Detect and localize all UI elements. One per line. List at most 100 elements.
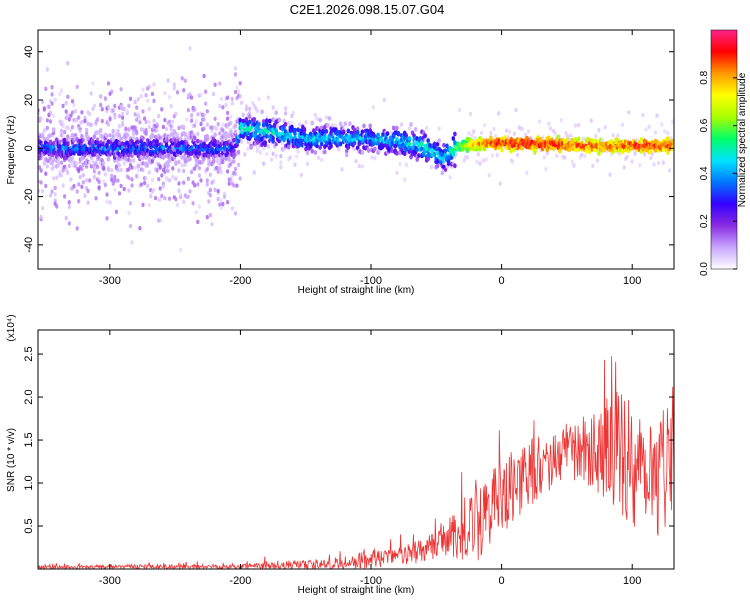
spectrogram-cell (55, 175, 59, 180)
spectrogram-cell (120, 141, 125, 147)
spectrogram-cell (62, 141, 67, 147)
spectrogram-cell (202, 73, 206, 79)
spectrogram-cell (80, 184, 84, 189)
spectrogram-cell (204, 101, 208, 106)
spectrogram-cell (221, 105, 225, 110)
spectrogram-cell (153, 195, 158, 201)
spectrogram-cell (661, 160, 665, 165)
spectrogram-cell (53, 97, 57, 102)
spectrogram-cell (86, 188, 90, 194)
spectrogram-cell (127, 210, 131, 216)
spectrogram-cell (45, 164, 50, 169)
spectrogram-cell (119, 87, 123, 92)
spectrogram-cell (78, 174, 82, 180)
spectrogram-cell (130, 240, 134, 245)
spectrogram-cell (265, 151, 269, 157)
spectrogram-cell (252, 117, 257, 122)
spectrogram-cell (128, 201, 133, 206)
spectrogram-cell (103, 96, 107, 101)
spectrogram-cell (641, 112, 645, 118)
spectrogram-cell (152, 98, 156, 104)
spectrogram-cell (64, 215, 68, 221)
spectrogram-cell (315, 139, 319, 145)
spectrogram-cell (313, 112, 317, 118)
spectrogram-cell (569, 133, 573, 138)
spectrogram-frame (37, 29, 675, 270)
spectrogram-cell (42, 136, 46, 142)
spectrogram-cell (310, 148, 315, 154)
spectrogram-cell (445, 143, 449, 149)
spectrogram-cell (260, 109, 264, 115)
spectrogram-cell (39, 116, 43, 121)
spectrogram-cell (295, 154, 299, 159)
spectrogram-cell (38, 165, 42, 170)
spectrogram-cell (423, 133, 427, 139)
spectrogram-cell (190, 114, 194, 120)
spectrogram-cell (91, 158, 95, 163)
spectrogram-cell (407, 126, 411, 131)
spectrogram-cell (53, 192, 57, 197)
spectrogram-cell (92, 103, 96, 109)
spectrogram-cell (81, 172, 85, 178)
spectrogram-cell (75, 189, 79, 194)
spectrogram-cell (150, 91, 154, 97)
spectrogram-cell (266, 95, 270, 100)
spectrogram-cell (426, 138, 431, 144)
spectrogram-cell (171, 166, 175, 171)
spectrogram-cell (81, 180, 85, 185)
spectrogram-cell (271, 135, 275, 141)
spectrogram-cell (135, 105, 139, 110)
spectrogram-cell (271, 105, 275, 110)
spectrogram-cell (475, 159, 479, 164)
colorbar-tick-label: 0.4 (699, 166, 710, 180)
spectrogram-cell (70, 124, 75, 130)
spectrogram-cell (180, 76, 184, 81)
spectrogram-cell (448, 175, 452, 180)
spectrogram-cell (146, 98, 150, 103)
spectrogram-cell (130, 177, 134, 182)
spectrogram-cell (147, 203, 151, 208)
spectrogram-cell (226, 110, 230, 116)
spectrogram-cell (218, 202, 222, 207)
spectrogram-cell (122, 161, 126, 166)
spectrogram-cell (52, 165, 56, 170)
spectrogram-cell (453, 140, 457, 145)
spectrogram-cell (227, 139, 231, 144)
spectrogram-cell (248, 111, 252, 116)
spectrogram-cell (465, 155, 469, 160)
spectrogram-cell (224, 135, 228, 141)
spectrogram-cell (77, 199, 81, 204)
spectrogram-cell (302, 127, 307, 133)
spectrogram-cell (297, 142, 302, 148)
spectrogram-cell (99, 94, 103, 99)
spectrogram-cell (188, 46, 192, 51)
spectrogram-cell (175, 90, 180, 95)
spectrogram-cell (114, 209, 118, 214)
spectrogram-cell (218, 131, 222, 136)
spectrogram-cell (443, 167, 448, 173)
spectrogram-cell (105, 216, 109, 221)
spectrogram-cell (160, 107, 164, 112)
spectrogram-cell (58, 144, 62, 150)
y-tick-label: 0.5 (23, 518, 35, 533)
spectrogram-cell (138, 116, 142, 122)
spectrogram-cell (287, 121, 291, 126)
spectrogram-cell (235, 183, 239, 188)
spectrogram-cell (495, 152, 499, 158)
spectrogram-cell (589, 118, 593, 123)
spectrogram-cell (59, 128, 64, 134)
spectrogram-cell (597, 151, 601, 156)
spectrogram-cell (435, 158, 440, 164)
spectrogram-cell (125, 108, 129, 114)
spectrogram-cell (44, 183, 48, 189)
spectrogram-cell (286, 144, 291, 150)
spectrogram-cell (144, 119, 148, 125)
spectrogram-cell (48, 110, 53, 116)
spectrogram-cell (62, 137, 67, 143)
spectrogram-cell (166, 168, 170, 174)
spectrogram-cell (58, 169, 62, 174)
spectrogram-cell (458, 107, 462, 113)
spectrogram-cell (595, 158, 600, 163)
spectrogram-cell (638, 163, 642, 168)
spectrogram-cell (147, 170, 151, 175)
